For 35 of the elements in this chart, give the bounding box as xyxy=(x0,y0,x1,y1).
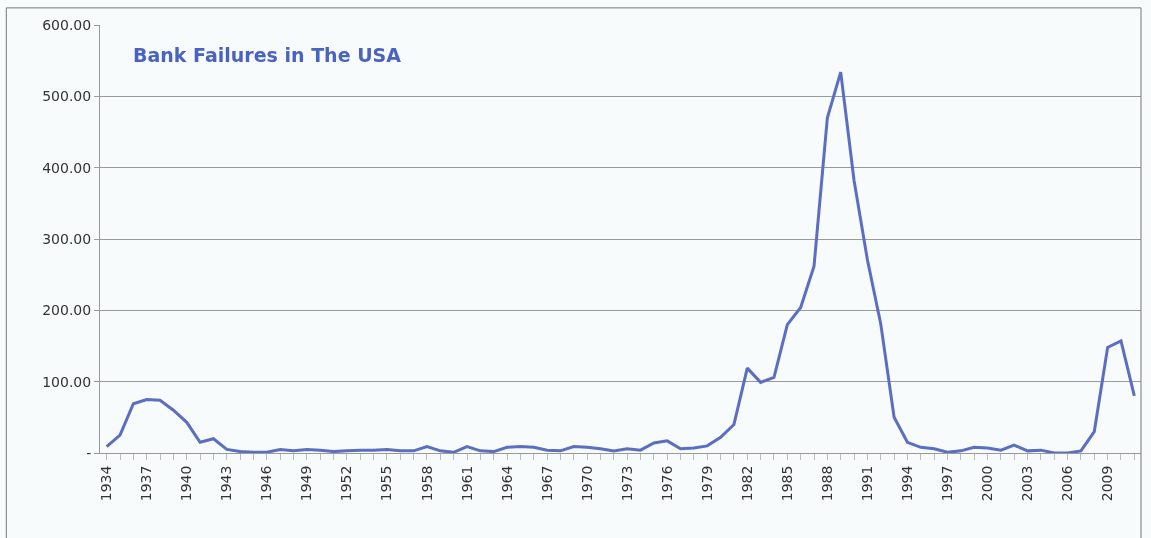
x-tick-label: 1979 xyxy=(698,465,715,502)
x-tick-label: 1949 xyxy=(298,465,315,502)
x-tick-label: 1940 xyxy=(178,465,195,502)
y-tick-label: 400.00 xyxy=(42,159,92,176)
x-tick-label: 2003 xyxy=(1019,465,1036,502)
x-tick-label: 1961 xyxy=(458,465,475,502)
x-tick-label: 1946 xyxy=(258,465,275,502)
x-tick-label: 1994 xyxy=(898,465,915,502)
y-tick-label: 200.00 xyxy=(42,302,92,319)
x-tick-label: 1937 xyxy=(138,465,155,502)
text: Bank Failures in The USA xyxy=(133,44,402,66)
x-tick-label: 1952 xyxy=(338,465,355,502)
x-tick-label: 1973 xyxy=(618,465,635,502)
x-tick-label: 1991 xyxy=(858,465,875,502)
y-tick-label: 100.00 xyxy=(42,373,92,390)
x-tick-label: 1964 xyxy=(498,465,515,502)
x-tick-label: 1955 xyxy=(378,465,395,502)
y-tick-label: 600.00 xyxy=(42,16,92,33)
x-tick-label: 1943 xyxy=(218,465,235,502)
y-tick-label: 300.00 xyxy=(42,230,92,247)
x-tick-label: 2006 xyxy=(1059,465,1076,502)
x-tick-label: 1970 xyxy=(578,465,595,502)
x-tick-label: 1988 xyxy=(818,465,835,502)
x-tick-label: 2000 xyxy=(979,465,996,502)
x-tick-label: 2009 xyxy=(1099,465,1116,502)
x-tick-label: 1958 xyxy=(418,465,435,502)
x-tick-label: 1934 xyxy=(98,465,115,502)
x-tick-label: 1976 xyxy=(658,465,675,502)
line-series xyxy=(105,70,1136,453)
x-tick-label: 1997 xyxy=(939,465,956,502)
x-tick-label: 1967 xyxy=(538,465,555,502)
y-tick-label: - xyxy=(86,444,92,461)
y-tick-label: 500.00 xyxy=(42,88,92,105)
x-tick-label: 1985 xyxy=(778,465,795,502)
x-tick-label: 1982 xyxy=(738,465,755,502)
